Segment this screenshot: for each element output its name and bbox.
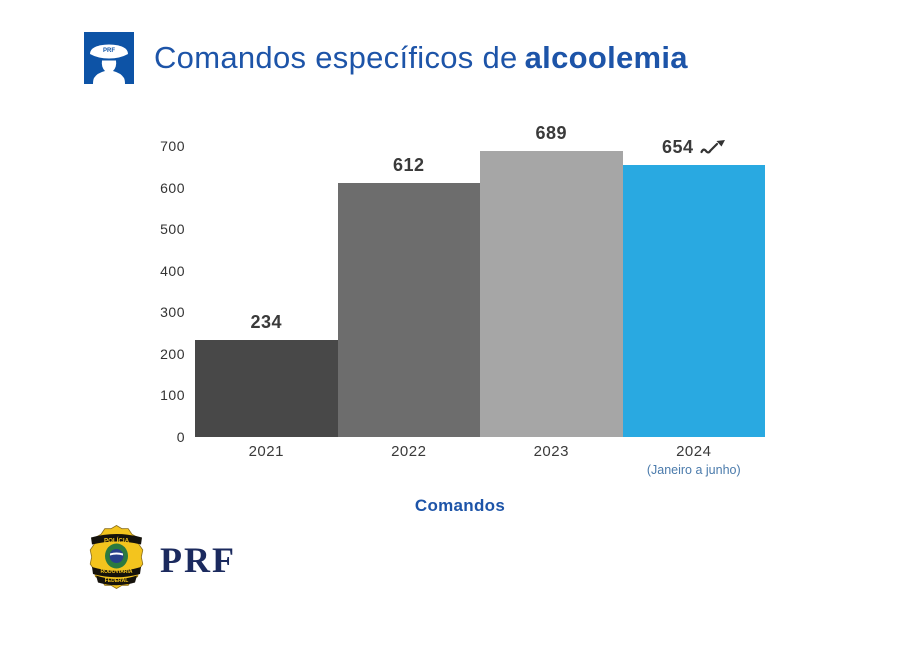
x-tick-label: 2024	[676, 443, 712, 460]
bar-2022[interactable]	[337, 182, 480, 437]
page-title: Comandos específicos de alcoolemia	[154, 40, 688, 76]
bar-column-2023: 689	[480, 123, 623, 437]
x-category-2021: 2021	[195, 443, 338, 477]
y-tick-label: 100	[160, 387, 185, 404]
bar-2021[interactable]	[195, 339, 338, 437]
prf-badge-logo: POLÍCIA RODOVIÁRIA FEDERAL	[88, 524, 145, 595]
bar-value-text: 689	[535, 122, 568, 143]
trending-up-icon	[699, 140, 725, 154]
bar-value-label: 654	[662, 137, 726, 158]
bar-2024[interactable]	[622, 165, 765, 437]
bar-value-label: 612	[393, 155, 425, 176]
x-tick-label: 2023	[533, 443, 569, 460]
bar-column-2024: 654	[622, 137, 765, 437]
bar-column-2022: 612	[337, 155, 480, 437]
x-category-2024: 2024 (Janeiro a junho)	[623, 443, 766, 477]
page-title-regular: Comandos específicos de	[154, 40, 518, 75]
y-tick-label: 500	[160, 221, 185, 238]
badge-middle-text: RODOVIÁRIA	[101, 568, 133, 575]
x-category-2023: 2023	[480, 443, 623, 477]
bar-column-2021: 234	[195, 312, 338, 437]
icon-cap-text: PRF	[103, 48, 115, 54]
y-tick-label: 400	[160, 262, 185, 279]
bar-value-text: 234	[250, 311, 283, 332]
x-category-2022: 2022	[338, 443, 481, 477]
badge-top-text: POLÍCIA	[104, 537, 130, 545]
y-tick-label: 200	[160, 345, 185, 362]
y-tick-label: 600	[160, 179, 185, 196]
y-tick-label: 300	[160, 304, 185, 321]
bar-value-text: 612	[392, 154, 425, 175]
bar-value-label: 689	[535, 123, 567, 144]
bar-value-label: 234	[250, 312, 282, 333]
brand-text: PRF	[160, 539, 236, 580]
plot-area: 234 612 689 654	[195, 123, 765, 437]
page-title-bold: alcoolemia	[524, 40, 688, 75]
y-tick-label: 0	[176, 429, 185, 445]
x-tick-label: 2022	[391, 443, 427, 460]
y-axis: 700 600 500 400 300 200 100 0	[140, 138, 185, 445]
x-axis-title: Comandos	[414, 496, 506, 515]
bar-2023[interactable]	[480, 150, 623, 437]
x-tick-label: 2021	[248, 443, 284, 460]
prf-officer-icon: PRF	[84, 32, 134, 84]
header: PRF Comandos específicos de alcoolemia	[84, 32, 688, 84]
x-axis: 2021 2022 2023 2024 (Janeiro a junho)	[195, 443, 765, 477]
badge-bottom-text: FEDERAL	[105, 578, 129, 584]
y-tick-label: 700	[160, 138, 185, 154]
x-tick-sublabel: (Janeiro a junho)	[646, 463, 741, 477]
bar-value-text: 654	[661, 137, 694, 158]
footer: POLÍCIA RODOVIÁRIA FEDERAL PRF	[88, 524, 236, 595]
